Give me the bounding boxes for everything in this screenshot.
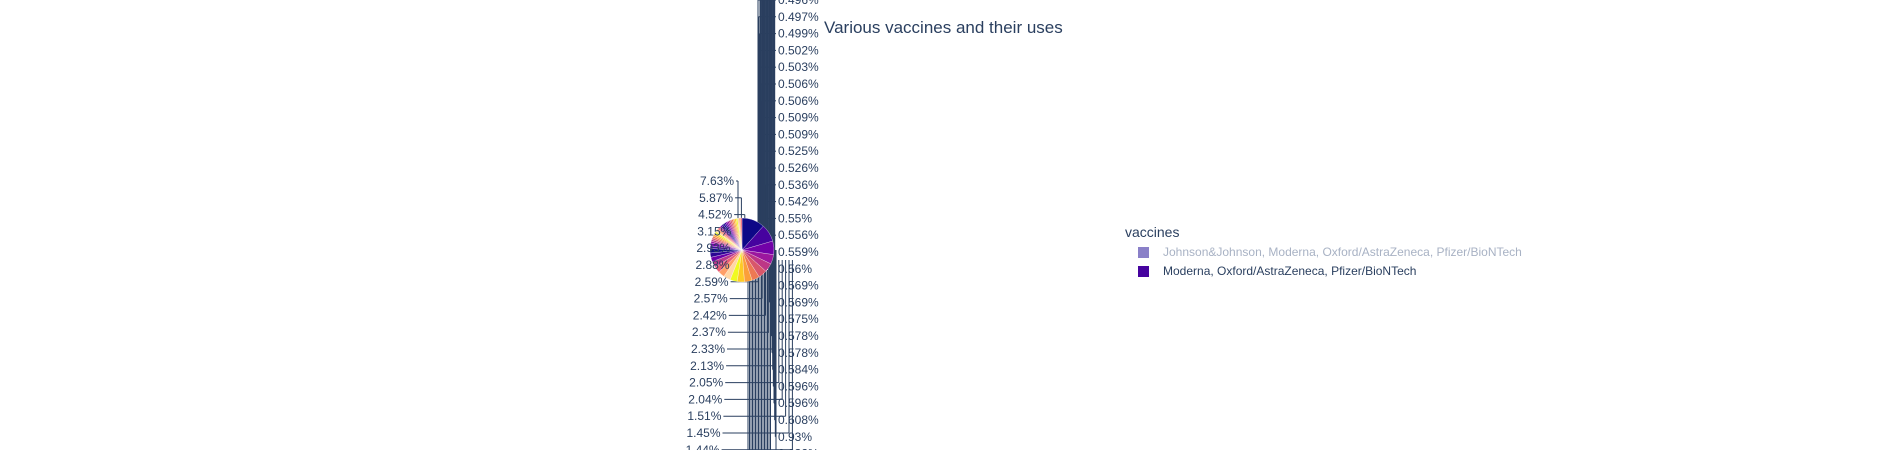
legend: vaccines Johnson&Johnson, Moderna, Oxfor… [1125,224,1522,278]
slice-label-right: 0.578% [778,329,819,343]
slice-label-right: 0.578% [778,346,819,360]
slice-label-right: 0.502% [778,43,819,57]
slice-label-left: 2.59% [695,275,729,289]
slice-label-right: 0.526% [778,161,819,175]
right-labels: 0.496% 0.497% 0.499% 0.502% 0.503% 0.506% 0.50… [778,0,819,450]
slice-label-right: 0.496% [778,0,819,7]
slice-label-left: 2.93% [696,241,730,255]
slice-label-right: 0.569% [778,279,819,293]
slice-label-right: 0.559% [778,245,819,259]
slice-label-left: 3.15% [697,224,731,238]
slice-label-left: 2.13% [690,359,724,373]
slice-label-left: 2.57% [694,292,728,306]
slice-label-left: 4.52% [698,208,732,222]
slice-label-right: 0.584% [778,363,819,377]
slice-label-left: 1.44% [686,443,720,450]
slice-label-right: 0.499% [778,27,819,41]
slice-label-right: 0.536% [778,178,819,192]
pie-slices [709,217,775,283]
slice-label-left: 2.42% [693,308,727,322]
legend-item-1[interactable]: Moderna, Oxford/AstraZeneca, Pfizer/BioN… [1163,264,1416,278]
slice-label-right: 0.575% [778,312,819,326]
slice-label-left: 2.37% [692,325,726,339]
slice-label-left: 2.04% [688,392,722,406]
pie-slice[interactable] [740,217,743,251]
slice-label-right: 0.509% [778,111,819,125]
slice-label-left: 5.87% [699,191,733,205]
slice-label-right: 0.503% [778,60,819,74]
slice-label-left: 2.88% [695,258,729,272]
chart-title: Various vaccines and their uses [824,18,1063,37]
slice-label-right: 0.509% [778,127,819,141]
legend-title: vaccines [1125,224,1179,240]
slice-label-right: 0.596% [778,396,819,410]
slice-label-right: 0.93% [778,430,812,444]
legend-swatch-0[interactable] [1138,247,1149,258]
slice-label-right: 0.525% [778,144,819,158]
slice-label-left: 1.51% [687,409,721,423]
slice-label-right: 0.596% [778,379,819,393]
slice-label-left: 2.33% [691,342,725,356]
slice-label-right: 0.556% [778,228,819,242]
slice-label-right: 0.55% [778,211,812,225]
slice-label-right: 0.506% [778,77,819,91]
slice-label-right: 0.569% [778,295,819,309]
slice-label-right: 0.506% [778,94,819,108]
legend-swatch-1[interactable] [1138,266,1149,277]
slice-label-right: 0.497% [778,10,819,24]
slice-label-left: 1.45% [686,426,720,440]
legend-item-0[interactable]: Johnson&Johnson, Moderna, Oxford/AstraZe… [1163,245,1522,259]
slice-label-left: 7.63% [700,174,734,188]
slice-label-left: 2.05% [689,376,723,390]
left-labels: 7.63% 5.87% 4.52% 3.15% 2.93% 2.88% 2.59% 2.57%… [686,174,735,450]
slice-label-right: 0.56% [778,262,812,276]
slice-label-right: 0.932% [778,447,819,450]
slice-label-right: 0.608% [778,413,819,427]
slice-label-right: 0.542% [778,195,819,209]
